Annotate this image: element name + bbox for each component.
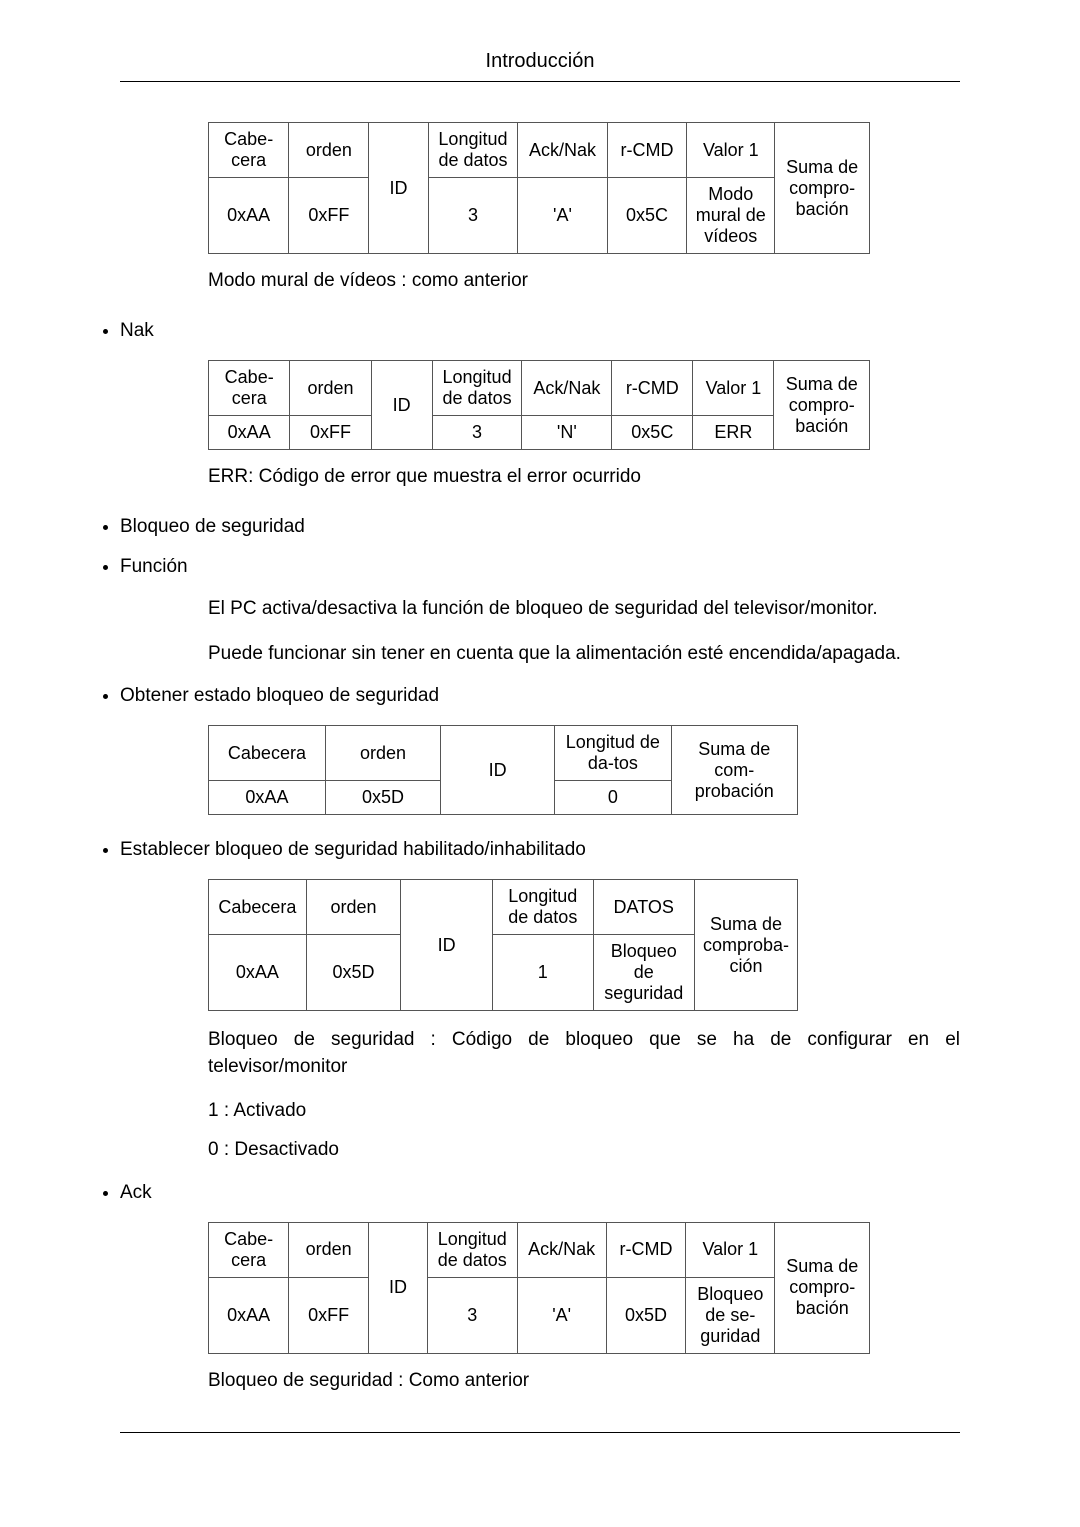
cell: 0xAA: [209, 935, 307, 1011]
col-valor1: Valor 1: [693, 361, 774, 416]
cell: Modo mural de vídeos: [687, 178, 775, 254]
funcion-p1: El PC activa/desactiva la función de blo…: [208, 596, 960, 623]
table-row: Cabe-cera orden ID Longitud de datos Ack…: [209, 361, 870, 416]
col-acknak: Ack/Nak: [522, 361, 612, 416]
col-suma: Suma de compro-bación: [774, 361, 870, 450]
col-id: ID: [401, 880, 493, 1011]
bullet-ack: Ack: [120, 1182, 960, 1204]
bullet-funcion: Función: [120, 556, 960, 578]
col-orden: orden: [289, 123, 369, 178]
cell: 0xAA: [209, 416, 290, 450]
col-suma: Suma de com-probación: [671, 726, 797, 815]
table-set-lock: Cabecera orden ID Longitud de datos DATO…: [208, 879, 798, 1011]
col-valor1: Valor 1: [686, 1222, 775, 1277]
col-id: ID: [371, 361, 432, 450]
col-datos: DATOS: [593, 880, 694, 935]
cell: 'N': [522, 416, 612, 450]
col-rcmd: r-CMD: [607, 123, 687, 178]
cell: 0x5D: [606, 1277, 685, 1353]
table-get-lock: Cabecera orden ID Longitud de da-tos Sum…: [208, 725, 798, 815]
cell: 0xAA: [209, 781, 326, 815]
table-row: 0xAA 0xFF 3 'N' 0x5C ERR: [209, 416, 870, 450]
cell: Bloqueo de se-guridad: [686, 1277, 775, 1353]
cell: Bloqueo de seguridad: [593, 935, 694, 1011]
cell: 3: [428, 178, 518, 254]
col-id: ID: [369, 1222, 428, 1353]
col-suma: Suma de compro-bación: [775, 123, 870, 254]
cell: 0: [555, 781, 671, 815]
val-activado: 1 : Activado: [208, 1098, 960, 1125]
bullet-obtener: Obtener estado bloqueo de seguridad: [120, 685, 960, 707]
cell: 0xFF: [290, 416, 371, 450]
col-cabecera: Cabecera: [209, 880, 307, 935]
col-cabecera: Cabe-cera: [209, 361, 290, 416]
table-row: Cabe-cera orden ID Longitud de datos Ack…: [209, 123, 870, 178]
table-row: Cabecera orden ID Longitud de datos DATO…: [209, 880, 798, 935]
col-valor1: Valor 1: [687, 123, 775, 178]
col-orden: orden: [325, 726, 440, 781]
bullet-nak: Nak: [120, 320, 960, 342]
col-cabecera: Cabe-cera: [209, 1222, 289, 1277]
col-id: ID: [441, 726, 555, 815]
cell: 0x5C: [607, 178, 687, 254]
cell: ERR: [693, 416, 774, 450]
val-desactivado: 0 : Desactivado: [208, 1137, 960, 1164]
cell: 0xAA: [209, 178, 289, 254]
cell: 0xFF: [289, 1277, 369, 1353]
page-title: Introducción: [120, 50, 960, 82]
col-id: ID: [369, 123, 428, 254]
col-longitud: Longitud de datos: [427, 1222, 517, 1277]
col-longitud: Longitud de datos: [493, 880, 593, 935]
cell: 3: [432, 416, 522, 450]
funcion-p2: Puede funcionar sin tener en cuenta que …: [208, 641, 960, 668]
col-rcmd: r-CMD: [606, 1222, 685, 1277]
col-acknak: Ack/Nak: [517, 1222, 606, 1277]
table-row: Cabecera orden ID Longitud de da-tos Sum…: [209, 726, 798, 781]
note-err: ERR: Código de error que muestra el erro…: [208, 466, 960, 488]
cell: 3: [427, 1277, 517, 1353]
col-longitud: Longitud de da-tos: [555, 726, 671, 781]
table-ack-videowall: Cabe-cera orden ID Longitud de datos Ack…: [208, 122, 870, 254]
bullet-bloqueo: Bloqueo de seguridad: [120, 516, 960, 538]
col-cabecera: Cabecera: [209, 726, 326, 781]
note-ack-lock: Bloqueo de seguridad : Como anterior: [208, 1370, 960, 1392]
note-videowall: Modo mural de vídeos : como anterior: [208, 270, 960, 292]
bullet-establecer: Establecer bloqueo de seguridad habilita…: [120, 839, 960, 861]
cell: 1: [493, 935, 593, 1011]
col-orden: orden: [289, 1222, 369, 1277]
table-ack-lock: Cabe-cera orden ID Longitud de datos Ack…: [208, 1222, 870, 1354]
col-suma: Suma de compro-bación: [775, 1222, 870, 1353]
cell: 0xFF: [289, 178, 369, 254]
table-nak: Cabe-cera orden ID Longitud de datos Ack…: [208, 360, 870, 450]
table-row: 0xAA 0xFF 3 'A' 0x5C Modo mural de vídeo…: [209, 178, 870, 254]
table-row: Cabe-cera orden ID Longitud de datos Ack…: [209, 1222, 870, 1277]
col-suma: Suma de comproba-ción: [694, 880, 797, 1011]
col-acknak: Ack/Nak: [518, 123, 607, 178]
cell: 'A': [517, 1277, 606, 1353]
para-bloqueo-desc: Bloqueo de seguridad : Código de bloqueo…: [208, 1027, 960, 1080]
col-cabecera: Cabe-cera: [209, 123, 289, 178]
col-longitud: Longitud de datos: [432, 361, 522, 416]
cell: 'A': [518, 178, 607, 254]
cell: 0xAA: [209, 1277, 289, 1353]
cell: 0x5D: [325, 781, 440, 815]
col-orden: orden: [306, 880, 401, 935]
col-rcmd: r-CMD: [612, 361, 693, 416]
table-row: 0xAA 0xFF 3 'A' 0x5D Bloqueo de se-gurid…: [209, 1277, 870, 1353]
col-orden: orden: [290, 361, 371, 416]
col-longitud: Longitud de datos: [428, 123, 518, 178]
footer-rule: [120, 1432, 960, 1433]
cell: 0x5D: [306, 935, 401, 1011]
cell: 0x5C: [612, 416, 693, 450]
